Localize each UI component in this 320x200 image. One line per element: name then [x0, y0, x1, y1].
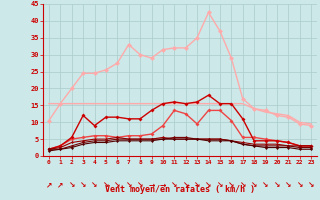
- Text: ↘: ↘: [103, 180, 109, 189]
- Text: →: →: [160, 180, 166, 189]
- Text: ↘: ↘: [125, 180, 132, 189]
- Text: ↘: ↘: [239, 180, 246, 189]
- Text: ↘: ↘: [308, 180, 314, 189]
- Text: ↘: ↘: [114, 180, 121, 189]
- Text: ↗: ↗: [46, 180, 52, 189]
- Text: ↘: ↘: [297, 180, 303, 189]
- Text: ↗: ↗: [57, 180, 63, 189]
- Text: ↘: ↘: [217, 180, 223, 189]
- Text: ↘: ↘: [274, 180, 280, 189]
- Text: ↘: ↘: [194, 180, 200, 189]
- Text: ↘: ↘: [262, 180, 269, 189]
- Text: ↘: ↘: [171, 180, 178, 189]
- Text: ↘: ↘: [251, 180, 257, 189]
- Text: ↘: ↘: [205, 180, 212, 189]
- Text: →: →: [148, 180, 155, 189]
- Text: ↘: ↘: [228, 180, 235, 189]
- X-axis label: Vent moyen/en rafales ( km/h ): Vent moyen/en rafales ( km/h ): [105, 185, 255, 194]
- Text: ↘: ↘: [137, 180, 143, 189]
- Text: ↘: ↘: [182, 180, 189, 189]
- Text: ↘: ↘: [80, 180, 86, 189]
- Text: ↘: ↘: [91, 180, 98, 189]
- Text: ↘: ↘: [285, 180, 292, 189]
- Text: ↘: ↘: [68, 180, 75, 189]
